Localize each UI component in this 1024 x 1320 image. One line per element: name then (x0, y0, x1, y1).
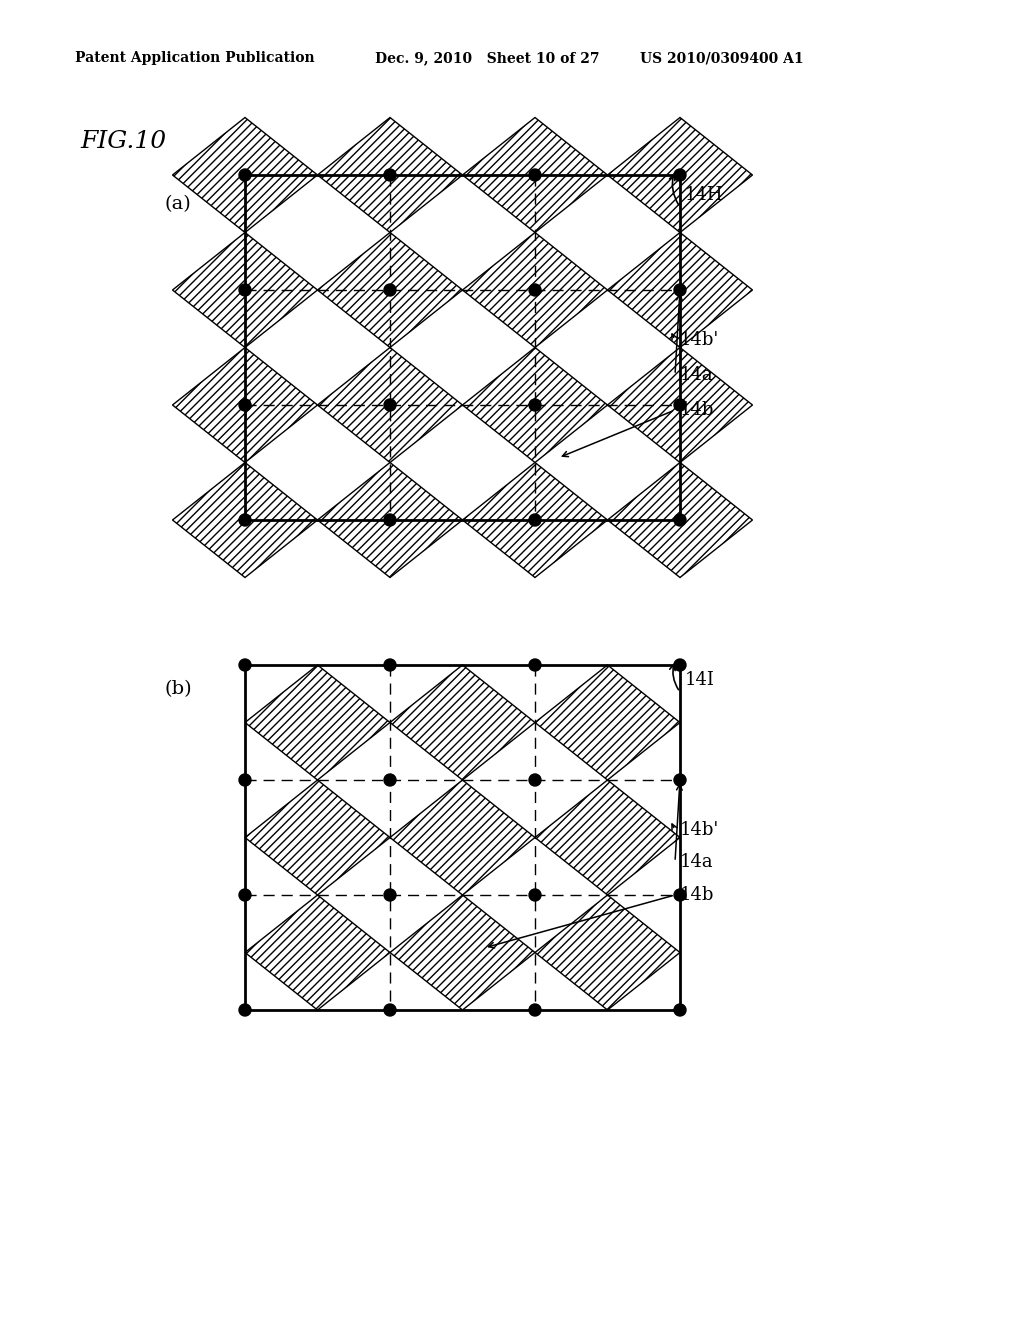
Circle shape (239, 659, 251, 671)
Circle shape (674, 399, 686, 411)
Polygon shape (607, 347, 753, 462)
Circle shape (384, 659, 396, 671)
Circle shape (384, 513, 396, 525)
Polygon shape (317, 462, 463, 578)
Text: 14b: 14b (680, 401, 715, 418)
Polygon shape (245, 780, 390, 895)
Polygon shape (172, 232, 317, 347)
Circle shape (674, 888, 686, 902)
Circle shape (529, 169, 541, 181)
Circle shape (529, 513, 541, 525)
Polygon shape (463, 462, 607, 578)
Polygon shape (607, 232, 753, 347)
Text: (b): (b) (165, 680, 193, 698)
Circle shape (384, 774, 396, 785)
Text: (a): (a) (165, 195, 191, 213)
Polygon shape (317, 117, 463, 232)
Polygon shape (463, 232, 607, 347)
Circle shape (529, 888, 541, 902)
Circle shape (239, 888, 251, 902)
Circle shape (239, 284, 251, 296)
Circle shape (239, 1005, 251, 1016)
Polygon shape (463, 117, 607, 232)
Text: 14b': 14b' (680, 331, 719, 348)
Text: US 2010/0309400 A1: US 2010/0309400 A1 (640, 51, 804, 65)
Polygon shape (390, 780, 535, 895)
Circle shape (384, 1005, 396, 1016)
Text: Patent Application Publication: Patent Application Publication (75, 51, 314, 65)
Polygon shape (535, 780, 680, 895)
Polygon shape (317, 232, 463, 347)
Circle shape (674, 513, 686, 525)
Polygon shape (463, 347, 607, 462)
Circle shape (529, 1005, 541, 1016)
Text: 14H: 14H (685, 186, 724, 205)
Text: 14b': 14b' (680, 821, 719, 840)
Circle shape (674, 1005, 686, 1016)
Polygon shape (390, 895, 535, 1010)
Circle shape (529, 399, 541, 411)
Polygon shape (245, 665, 390, 780)
Circle shape (239, 513, 251, 525)
Circle shape (674, 169, 686, 181)
Polygon shape (390, 665, 535, 780)
Circle shape (384, 399, 396, 411)
Circle shape (674, 774, 686, 785)
Circle shape (529, 659, 541, 671)
Polygon shape (607, 117, 753, 232)
Text: 14I: 14I (685, 671, 715, 689)
Text: 14a: 14a (680, 853, 714, 871)
Polygon shape (172, 462, 317, 578)
Polygon shape (535, 665, 680, 780)
Circle shape (529, 284, 541, 296)
Circle shape (529, 774, 541, 785)
Circle shape (674, 659, 686, 671)
Circle shape (384, 284, 396, 296)
Polygon shape (535, 895, 680, 1010)
Text: 14b: 14b (680, 886, 715, 904)
Circle shape (384, 888, 396, 902)
Polygon shape (172, 117, 317, 232)
Circle shape (384, 169, 396, 181)
Polygon shape (607, 462, 753, 578)
Polygon shape (172, 347, 317, 462)
Circle shape (239, 399, 251, 411)
Text: Dec. 9, 2010   Sheet 10 of 27: Dec. 9, 2010 Sheet 10 of 27 (375, 51, 599, 65)
Text: FIG.10: FIG.10 (80, 129, 166, 153)
Circle shape (674, 284, 686, 296)
Text: 14a: 14a (680, 366, 714, 384)
Circle shape (239, 774, 251, 785)
Polygon shape (317, 347, 463, 462)
Circle shape (239, 169, 251, 181)
Polygon shape (245, 895, 390, 1010)
